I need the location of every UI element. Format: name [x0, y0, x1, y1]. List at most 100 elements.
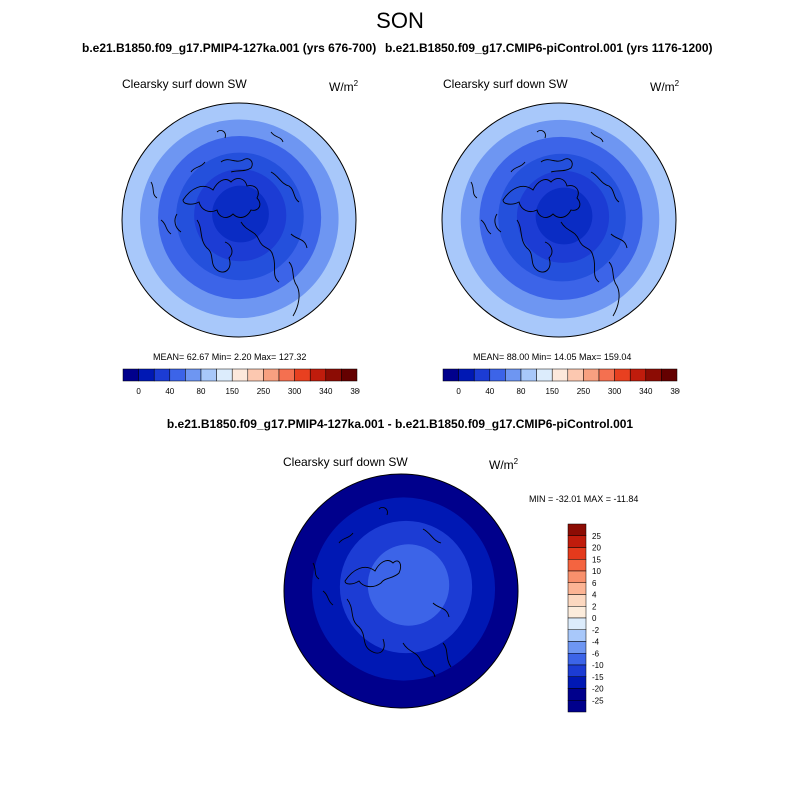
- right-colorbar-label-0: 0: [456, 387, 461, 396]
- left-case-title: b.e21.B1850.f09_g17.PMIP4-127ka.001 (yrs…: [82, 41, 377, 55]
- diff-colorbar-boxes: [567, 523, 587, 713]
- right-colorbar-box-6: [536, 368, 553, 382]
- right-colorbar-box-8: [567, 368, 584, 382]
- right-variable-label: Clearsky surf down SW: [443, 77, 568, 91]
- right-colorbar-box-9: [583, 368, 600, 382]
- left-stats: MEAN= 62.67 Min= 2.20 Max= 127.32: [153, 352, 307, 362]
- left-colorbar-label-5: 300: [288, 387, 302, 396]
- left-contour-rings: [122, 103, 356, 337]
- left-colorbar: 0 40 80 150 250 300 340 380: [122, 368, 360, 396]
- right-map-border: [441, 102, 677, 338]
- right-colorbar-box-14: [661, 368, 678, 382]
- right-colorbar-label-6: 340: [639, 387, 653, 396]
- diff-colorbar-box-13: [567, 676, 587, 689]
- right-colorbar-box-5: [520, 368, 537, 382]
- left-colorbar-box-4: [185, 368, 202, 382]
- diff-units-label: W/m2: [489, 457, 519, 472]
- right-case-title: b.e21.B1850.f09_g17.CMIP6-piControl.001 …: [385, 41, 713, 55]
- right-colorbar-label-4: 250: [577, 387, 591, 396]
- right-colorbar-box-2: [473, 368, 491, 382]
- diff-coastlines: [312, 506, 452, 678]
- diff-stats: MIN = -32.01 MAX = -11.84: [529, 494, 639, 504]
- diff-colorbar-box-12: [567, 664, 587, 677]
- right-colorbar-label-7: 380: [670, 387, 680, 396]
- left-colorbar-box-6: [216, 368, 233, 382]
- diff-colorbar-box-10: [567, 641, 587, 654]
- diff-colorbar-label-11: -10: [592, 661, 604, 670]
- right-colorbar-label-5: 300: [608, 387, 622, 396]
- left-colorbar-box-0: [122, 368, 139, 382]
- right-colorbar-box-3: [489, 368, 506, 382]
- left-colorbar-boxes: [122, 368, 358, 382]
- diff-colorbar-box-9: [567, 629, 587, 642]
- left-colorbar-box-7: [231, 368, 249, 382]
- diff-colorbar-label-8: -2: [592, 626, 600, 635]
- diff-colorbar-box-5: [567, 582, 587, 595]
- left-colorbar-labels: 0 40 80 150 250 300 340 380: [136, 387, 360, 396]
- right-colorbar-box-10: [598, 368, 615, 382]
- left-map-border: [121, 102, 357, 338]
- left-colorbar-box-5: [200, 368, 217, 382]
- right-colorbar-box-1: [458, 368, 475, 382]
- left-colorbar-box-12: [309, 368, 327, 382]
- right-units-label: W/m2: [650, 79, 680, 94]
- diff-colorbar-box-4: [567, 570, 587, 583]
- diff-colorbar-box-15: [567, 700, 587, 713]
- right-colorbar-box-12: [629, 368, 647, 382]
- left-colorbar-box-1: [138, 368, 155, 382]
- diff-ring-3: [367, 544, 450, 626]
- right-colorbar-box-11: [614, 368, 631, 382]
- left-colorbar-label-2: 80: [197, 387, 206, 396]
- right-colorbar-label-1: 40: [485, 387, 494, 396]
- right-colorbar-label-3: 150: [546, 387, 560, 396]
- right-colorbar-label-2: 80: [517, 387, 526, 396]
- diff-map-border: [283, 473, 519, 709]
- right-coastlines: [470, 129, 628, 317]
- right-colorbar-boxes: [442, 368, 678, 382]
- left-colorbar-label-4: 250: [257, 387, 271, 396]
- diff-polar-map: [283, 473, 519, 709]
- left-colorbar-box-3: [169, 368, 186, 382]
- left-polar-map: [121, 102, 357, 338]
- diff-colorbar-label-0: 25: [592, 532, 601, 541]
- diff-colorbar-label-2: 15: [592, 555, 601, 564]
- right-colorbar-box-7: [551, 368, 569, 382]
- left-colorbar-box-13: [325, 368, 342, 382]
- left-colorbar-label-7: 380: [350, 387, 360, 396]
- diff-colorbar-label-7: 0: [592, 614, 597, 623]
- diff-variable-label: Clearsky surf down SW: [283, 455, 408, 469]
- diff-colorbar-box-14: [567, 688, 587, 701]
- diff-colorbar-label-5: 4: [592, 591, 597, 600]
- right-colorbar-box-13: [645, 368, 662, 382]
- diff-colorbar-label-12: -15: [592, 673, 604, 682]
- left-colorbar-label-1: 40: [165, 387, 174, 396]
- left-colorbar-box-8: [247, 368, 264, 382]
- diff-colorbar-box-3: [567, 559, 587, 572]
- left-colorbar-box-14: [341, 368, 358, 382]
- left-units-label: W/m2: [329, 79, 359, 94]
- diff-colorbar-label-1: 20: [592, 544, 601, 553]
- left-colorbar-box-9: [263, 368, 280, 382]
- left-variable-label: Clearsky surf down SW: [122, 77, 247, 91]
- diff-colorbar-label-10: -6: [592, 649, 600, 658]
- season-title: SON: [376, 8, 424, 33]
- left-colorbar-label-3: 150: [226, 387, 240, 396]
- diff-colorbar-box-2: [567, 547, 587, 560]
- diff-colorbar-label-13: -20: [592, 685, 604, 694]
- diff-colorbar-label-9: -4: [592, 638, 600, 647]
- diff-colorbar-box-11: [567, 653, 587, 666]
- diff-colorbar-label-3: 10: [592, 567, 601, 576]
- right-contour-rings: [442, 103, 676, 337]
- diff-colorbar-box-1: [567, 535, 587, 548]
- left-colorbar-box-10: [278, 368, 295, 382]
- right-stats: MEAN= 88.00 Min= 14.05 Max= 159.04: [473, 352, 632, 362]
- right-colorbar-labels: 0 40 80 150 250 300 340 380: [456, 387, 680, 396]
- diff-colorbar-box-8: [567, 617, 587, 630]
- diff-colorbar-label-4: 6: [592, 579, 597, 588]
- diff-contour-rings: [284, 474, 518, 708]
- diff-colorbar-box-7: [567, 606, 587, 619]
- right-polar-map: [441, 102, 677, 338]
- left-colorbar-box-11: [294, 368, 311, 382]
